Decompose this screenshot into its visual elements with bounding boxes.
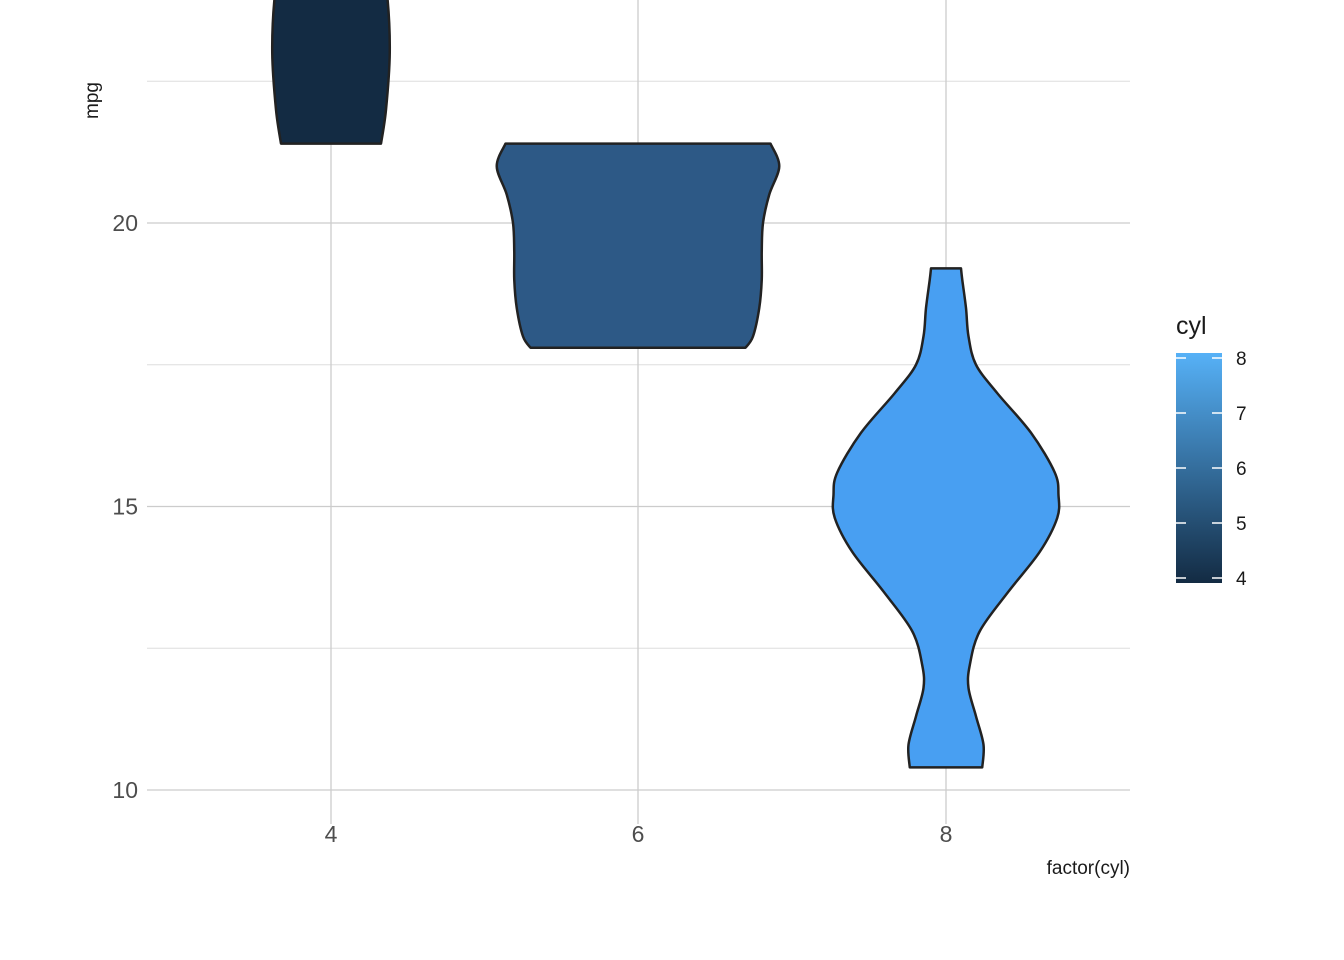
- y-axis-ticks: 101520253035: [112, 210, 138, 803]
- legend-ticks: 4 5 6 7 8: [1176, 349, 1247, 590]
- x-tick-label: 4: [325, 821, 338, 847]
- legend-tick-label: 6: [1236, 459, 1247, 480]
- legend-title: cyl: [1176, 312, 1207, 340]
- y-tick-label: 20: [112, 210, 138, 236]
- violin-cyl-6: [495, 142, 781, 349]
- violin-cyl-8: [831, 267, 1061, 769]
- legend-tick-label: 4: [1236, 569, 1247, 590]
- x-tick-label: 8: [940, 821, 953, 847]
- legend-tick-label: 7: [1236, 404, 1247, 425]
- x-axis-title: factor(cyl): [1047, 858, 1130, 879]
- legend-tick-label: 8: [1236, 349, 1247, 370]
- legend-tick-label: 5: [1236, 514, 1247, 535]
- x-axis-ticks: 4 6 8: [325, 821, 953, 847]
- y-axis-title: mpg: [82, 82, 103, 119]
- y-tick-label: 15: [112, 494, 138, 520]
- violin-cyl-4: [270, 0, 392, 145]
- violins: [270, 0, 1061, 769]
- legend: cyl 4 5 6 7 8: [1176, 312, 1247, 590]
- y-tick-label: 10: [112, 777, 138, 803]
- x-tick-label: 6: [632, 821, 645, 847]
